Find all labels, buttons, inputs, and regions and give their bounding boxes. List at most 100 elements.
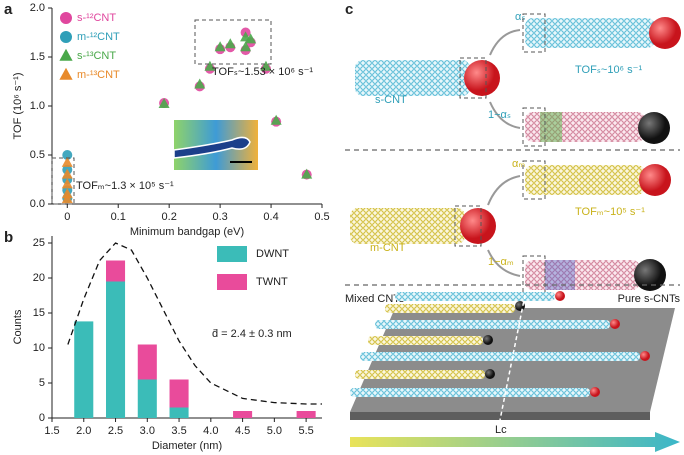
x-tick-label: 3.5 — [171, 425, 186, 437]
catalyst — [483, 335, 493, 345]
nanotube — [355, 370, 485, 379]
y-tick-label: 0.5 — [30, 149, 45, 161]
y-tick-label: 20 — [33, 272, 45, 284]
legend-marker — [60, 31, 72, 43]
y-tick-label: 1.5 — [30, 51, 45, 63]
bar — [169, 407, 189, 418]
charts: a 0.0 0.5 1.0 1.5 2.0 0 0.1 0.2 0.3 0.4 0.5 Minimum … — [4, 1, 330, 452]
catalyst — [634, 259, 666, 291]
y-tick-label: 1.0 — [30, 100, 45, 112]
x-axis-title: Minimum bandgap (eV) — [130, 226, 244, 238]
nanotube — [525, 260, 640, 290]
x-tick-label: 5.0 — [267, 425, 282, 437]
bar — [169, 379, 189, 408]
bar — [233, 411, 253, 418]
legend-label: m-¹³CNT — [77, 69, 120, 81]
annotation: d̄ = 2.4 ± 0.3 nm — [212, 328, 292, 340]
y-axis-title: TOF (10⁶ s⁻¹) — [12, 73, 24, 140]
bar — [106, 260, 126, 282]
defect — [540, 112, 562, 142]
x-tick-label: 0.1 — [111, 211, 126, 223]
bar — [296, 411, 316, 418]
y-tick-label: 5 — [39, 377, 45, 389]
label: 1−αₘ — [488, 256, 514, 268]
highlight-box — [522, 13, 546, 53]
point — [194, 78, 206, 89]
label: 1−αₛ — [488, 109, 511, 121]
point — [260, 60, 272, 71]
nanotube — [355, 60, 470, 96]
legend-marker — [60, 12, 72, 24]
bar — [137, 344, 157, 380]
label: s-CNT — [375, 94, 407, 106]
x-tick-label: 0.2 — [162, 211, 177, 223]
nanotube — [375, 320, 610, 329]
legend-label: DWNT — [256, 248, 289, 260]
point — [61, 193, 73, 204]
label: Pure s-CNTs — [618, 293, 681, 305]
fit-curve — [67, 242, 322, 405]
point — [224, 38, 236, 49]
highlight-box — [522, 160, 546, 200]
catalyst — [590, 387, 600, 397]
nanotube — [368, 336, 483, 345]
point — [270, 114, 282, 125]
label: αₛ — [515, 11, 525, 23]
panel-label: b — [4, 229, 13, 246]
y-tick-label: 15 — [33, 307, 45, 319]
label: TOFₘ~10⁵ s⁻¹ — [575, 206, 645, 218]
nanotube — [385, 304, 515, 313]
point — [240, 41, 252, 52]
legend-label: s-¹²CNT — [77, 12, 116, 24]
arrow — [350, 432, 680, 452]
point — [204, 60, 216, 71]
x-tick-label: 1.5 — [44, 425, 59, 437]
annotation: TOFₘ~1.3 × 10⁵ s⁻¹ — [76, 180, 174, 192]
label: TOFₛ~10⁶ s⁻¹ — [575, 64, 642, 76]
point — [61, 178, 73, 189]
catalyst — [640, 351, 650, 361]
x-tick-label: 4.5 — [235, 425, 250, 437]
catalyst — [515, 301, 525, 311]
nanotube — [360, 352, 640, 361]
label: αₘ — [512, 158, 525, 170]
x-tick-label: 3.0 — [140, 425, 155, 437]
y-tick-label: 0.0 — [30, 198, 45, 210]
highlight-box — [454, 205, 482, 247]
nanotube — [395, 292, 555, 301]
panel-label: a — [4, 1, 13, 18]
x-tick-label: 2.0 — [76, 425, 91, 437]
nanotube — [525, 18, 655, 48]
label: m-CNT — [370, 242, 406, 254]
catalyst — [464, 60, 500, 96]
boundary — [499, 294, 526, 421]
arrow — [487, 249, 521, 277]
arrow — [489, 101, 521, 129]
diagram: c s-CNT αₛ 1−αₛ TOFₛ~10⁶ s⁻¹ m-CNT αₘ 1−… — [345, 1, 681, 452]
nanotube — [350, 208, 465, 244]
catalyst — [610, 319, 620, 329]
bar — [106, 281, 126, 418]
legend-label: m-¹²CNT — [77, 31, 120, 43]
panel-label: c — [345, 1, 353, 18]
x-tick-label: 0.3 — [212, 211, 227, 223]
x-tick-label: 0.5 — [314, 211, 329, 223]
arrow — [487, 175, 521, 206]
point — [301, 168, 313, 179]
catalyst — [639, 164, 671, 196]
x-axis-title: Diameter (nm) — [152, 440, 222, 452]
label: Lc — [495, 424, 507, 436]
substrate — [350, 412, 650, 420]
y-tick-label: 2.0 — [30, 2, 45, 14]
annotation: TOFₛ~1.53 × 10⁶ s⁻¹ — [212, 66, 313, 78]
x-tick-label: 0.4 — [263, 211, 278, 223]
catalyst — [460, 208, 496, 244]
bar — [74, 321, 94, 418]
catalyst — [638, 112, 670, 144]
arrow — [489, 29, 521, 56]
x-tick-label: 4.0 — [203, 425, 218, 437]
y-tick-label: 25 — [33, 237, 45, 249]
label: Mixed CNTs — [345, 293, 405, 305]
nanotube — [350, 388, 590, 397]
y-axis-title: Counts — [12, 309, 24, 344]
